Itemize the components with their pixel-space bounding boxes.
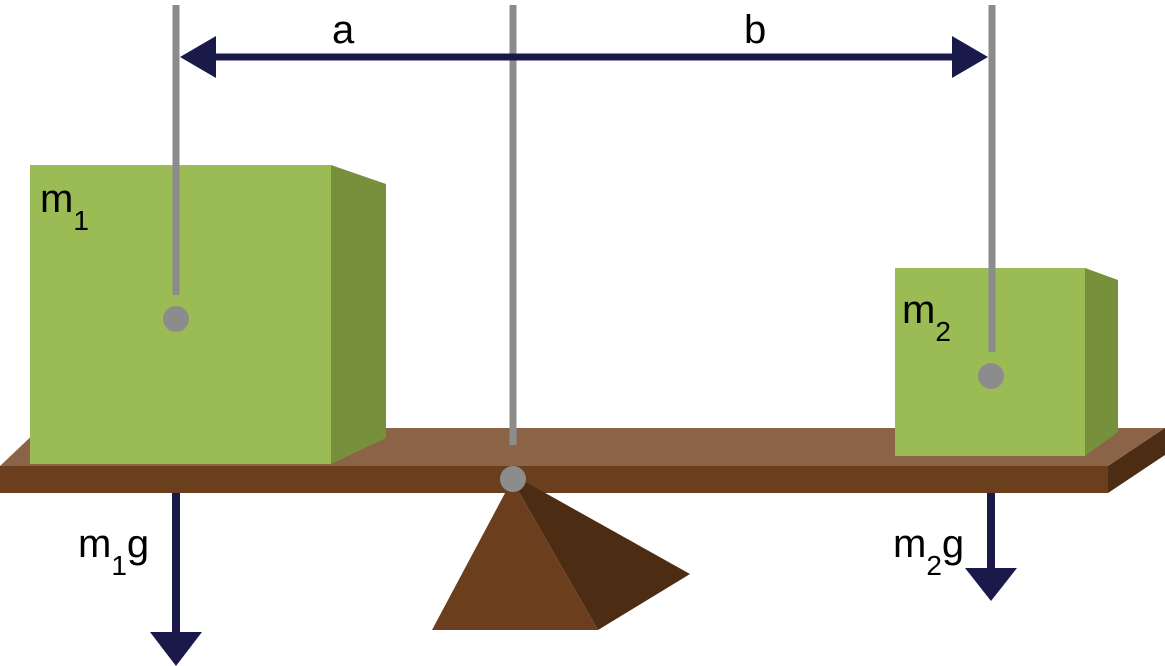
label-a: a xyxy=(332,8,355,52)
label-force-m2-g: g xyxy=(942,522,964,566)
distance-arrow-left-head xyxy=(180,36,216,78)
distance-arrow-right-head xyxy=(952,36,988,78)
fulcrum-side-face xyxy=(512,480,690,630)
label-force-m1-base: m xyxy=(78,522,111,566)
label-force-m2-subscript: 2 xyxy=(926,550,942,581)
label-force-m2-base: m xyxy=(893,522,926,566)
label-m2-base: m xyxy=(902,288,935,332)
label-force-m1-g: g xyxy=(127,522,149,566)
plank-side-face xyxy=(1108,428,1165,493)
center-of-mass-m2 xyxy=(978,363,1004,389)
block-m2-side xyxy=(1085,268,1118,456)
label-m1: m1 xyxy=(40,177,89,236)
pivot-point xyxy=(500,466,526,492)
label-b: b xyxy=(744,8,766,52)
label-m2-subscript: 2 xyxy=(935,316,951,347)
label-force-m2: m2g xyxy=(893,522,964,581)
block-m1-side xyxy=(331,165,386,464)
label-force-m1: m1g xyxy=(78,522,149,581)
center-of-mass-m1 xyxy=(163,306,189,332)
label-force-m1-subscript: 1 xyxy=(111,550,127,581)
force-arrow-m2-head xyxy=(965,568,1017,601)
label-m1-subscript: 1 xyxy=(73,205,89,236)
plank-front-face xyxy=(0,466,1108,493)
fulcrum-front-face xyxy=(432,480,598,630)
label-m1-base: m xyxy=(40,177,73,221)
force-arrow-m1-head xyxy=(150,632,202,666)
label-m2: m2 xyxy=(902,288,951,347)
